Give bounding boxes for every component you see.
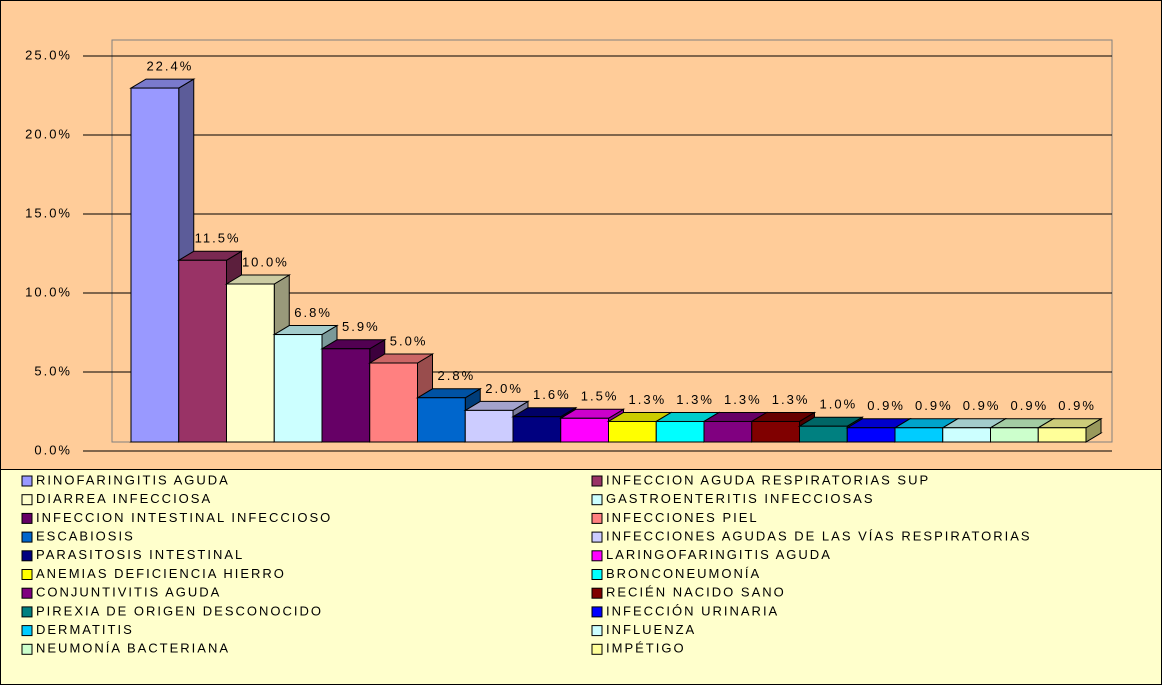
legend-label: NEUMONÍA BACTERIANA: [36, 641, 230, 656]
legend-swatch: [591, 475, 603, 487]
value-label: 0.9%: [1011, 398, 1049, 413]
legend-swatch: [591, 550, 603, 562]
legend-label: ESCABIOSIS: [36, 529, 135, 544]
legend-swatch: [21, 569, 33, 580]
bar: [894, 427, 944, 443]
bar: [703, 420, 753, 443]
legend-swatch: [591, 643, 603, 655]
legend-label: DERMATITIS: [36, 622, 134, 637]
legend-label: INFECCIONES AGUDAS DE LAS VÍAS RESPIRATO…: [606, 529, 1032, 544]
value-label: 0.9%: [1058, 398, 1096, 413]
legend-label: PARASITOSIS INTESTINAL: [36, 547, 244, 562]
bar: [608, 420, 657, 443]
legend-swatch: [591, 587, 603, 599]
legend-label: INFECCION AGUDA RESPIRATORIAS SUP: [606, 472, 930, 487]
bar: [942, 427, 991, 443]
value-label: 0.9%: [867, 398, 905, 413]
bar: [846, 427, 896, 443]
bar: [512, 416, 562, 443]
value-label: 10.0%: [242, 254, 289, 269]
value-label: 1.0%: [820, 397, 858, 412]
legend-background: [0, 469, 1162, 685]
legend-label: RINOFARINGITIS AGUDA: [36, 472, 230, 487]
legend-swatch: [21, 531, 33, 543]
bar: [417, 397, 466, 443]
value-label: 1.3%: [772, 392, 810, 407]
legend-swatch: [591, 531, 603, 543]
legend-swatch: [21, 625, 33, 637]
y-tick-label: 20.0%: [25, 126, 72, 141]
legend-swatch: [591, 494, 603, 506]
legend-label: INFLUENZA: [606, 622, 696, 637]
value-label: 22.4%: [146, 59, 193, 74]
legend-label: BRONCONEUMONÍA: [606, 566, 761, 581]
bar: [226, 283, 275, 443]
bar: [799, 425, 848, 443]
bar: [560, 417, 609, 443]
legend-swatch: [21, 494, 33, 506]
legend-label: GASTROENTERITIS INFECCIOSAS: [606, 491, 875, 506]
legend-label: LARINGOFARINGITIS AGUDA: [606, 547, 832, 562]
legend-label: INFECCIÓN URINARIA: [606, 603, 779, 618]
value-label: 5.0%: [390, 333, 428, 348]
value-label: 1.3%: [724, 392, 762, 407]
bar: [130, 87, 180, 443]
legend-swatch: [21, 606, 33, 618]
legend-label: ANEMIAS DEFICIENCIA HIERRO: [36, 566, 286, 581]
legend-label: INFECCION INTESTINAL INFECCIOSO: [36, 510, 332, 525]
y-tick-label: 5.0%: [34, 363, 72, 378]
bar: [178, 259, 227, 443]
bar: [273, 334, 323, 443]
y-tick-label: 0.0%: [34, 442, 72, 457]
bar: [321, 348, 371, 443]
value-label: 6.8%: [294, 305, 332, 320]
value-label: 5.9%: [342, 319, 380, 334]
legend-label: RECIÉN NACIDO SANO: [606, 585, 786, 600]
legend-label: DIARREA INFECCIOSA: [36, 491, 212, 506]
legend-swatch: [591, 606, 603, 618]
legend-swatch: [21, 643, 33, 655]
value-label: 1.3%: [676, 392, 714, 407]
value-label: 2.0%: [485, 381, 523, 396]
legend-label: IMPÉTIGO: [606, 641, 686, 656]
legend-label: CONJUNTIVITIS AGUDA: [36, 585, 221, 600]
value-label: 0.9%: [963, 398, 1001, 413]
bar: [369, 362, 418, 443]
value-label: 1.3%: [629, 392, 667, 407]
legend-swatch: [591, 569, 603, 580]
bar: [655, 420, 705, 443]
legend-label: PIREXIA DE ORIGEN DESCONOCIDO: [36, 603, 323, 618]
legend-swatch: [21, 587, 33, 599]
value-label: 11.5%: [195, 231, 241, 246]
legend-swatch: [21, 475, 33, 487]
bar: [990, 427, 1039, 443]
y-tick-label: 15.0%: [25, 205, 72, 220]
legend-swatch: [591, 512, 603, 524]
value-label: 2.8%: [438, 368, 476, 383]
legend-swatch: [591, 625, 603, 637]
legend-swatch: [21, 550, 33, 562]
value-label: 1.6%: [533, 387, 571, 402]
y-tick-label: 10.0%: [25, 284, 72, 299]
value-label: 0.9%: [915, 398, 953, 413]
bar: [464, 409, 514, 443]
value-label: 1.5%: [581, 389, 619, 404]
y-tick-label: 25.0%: [25, 47, 72, 62]
legend-swatch: [21, 512, 33, 524]
bar: [1037, 427, 1087, 443]
legend-label: INFECCIONES PIEL: [606, 510, 759, 525]
bar: [751, 420, 800, 443]
